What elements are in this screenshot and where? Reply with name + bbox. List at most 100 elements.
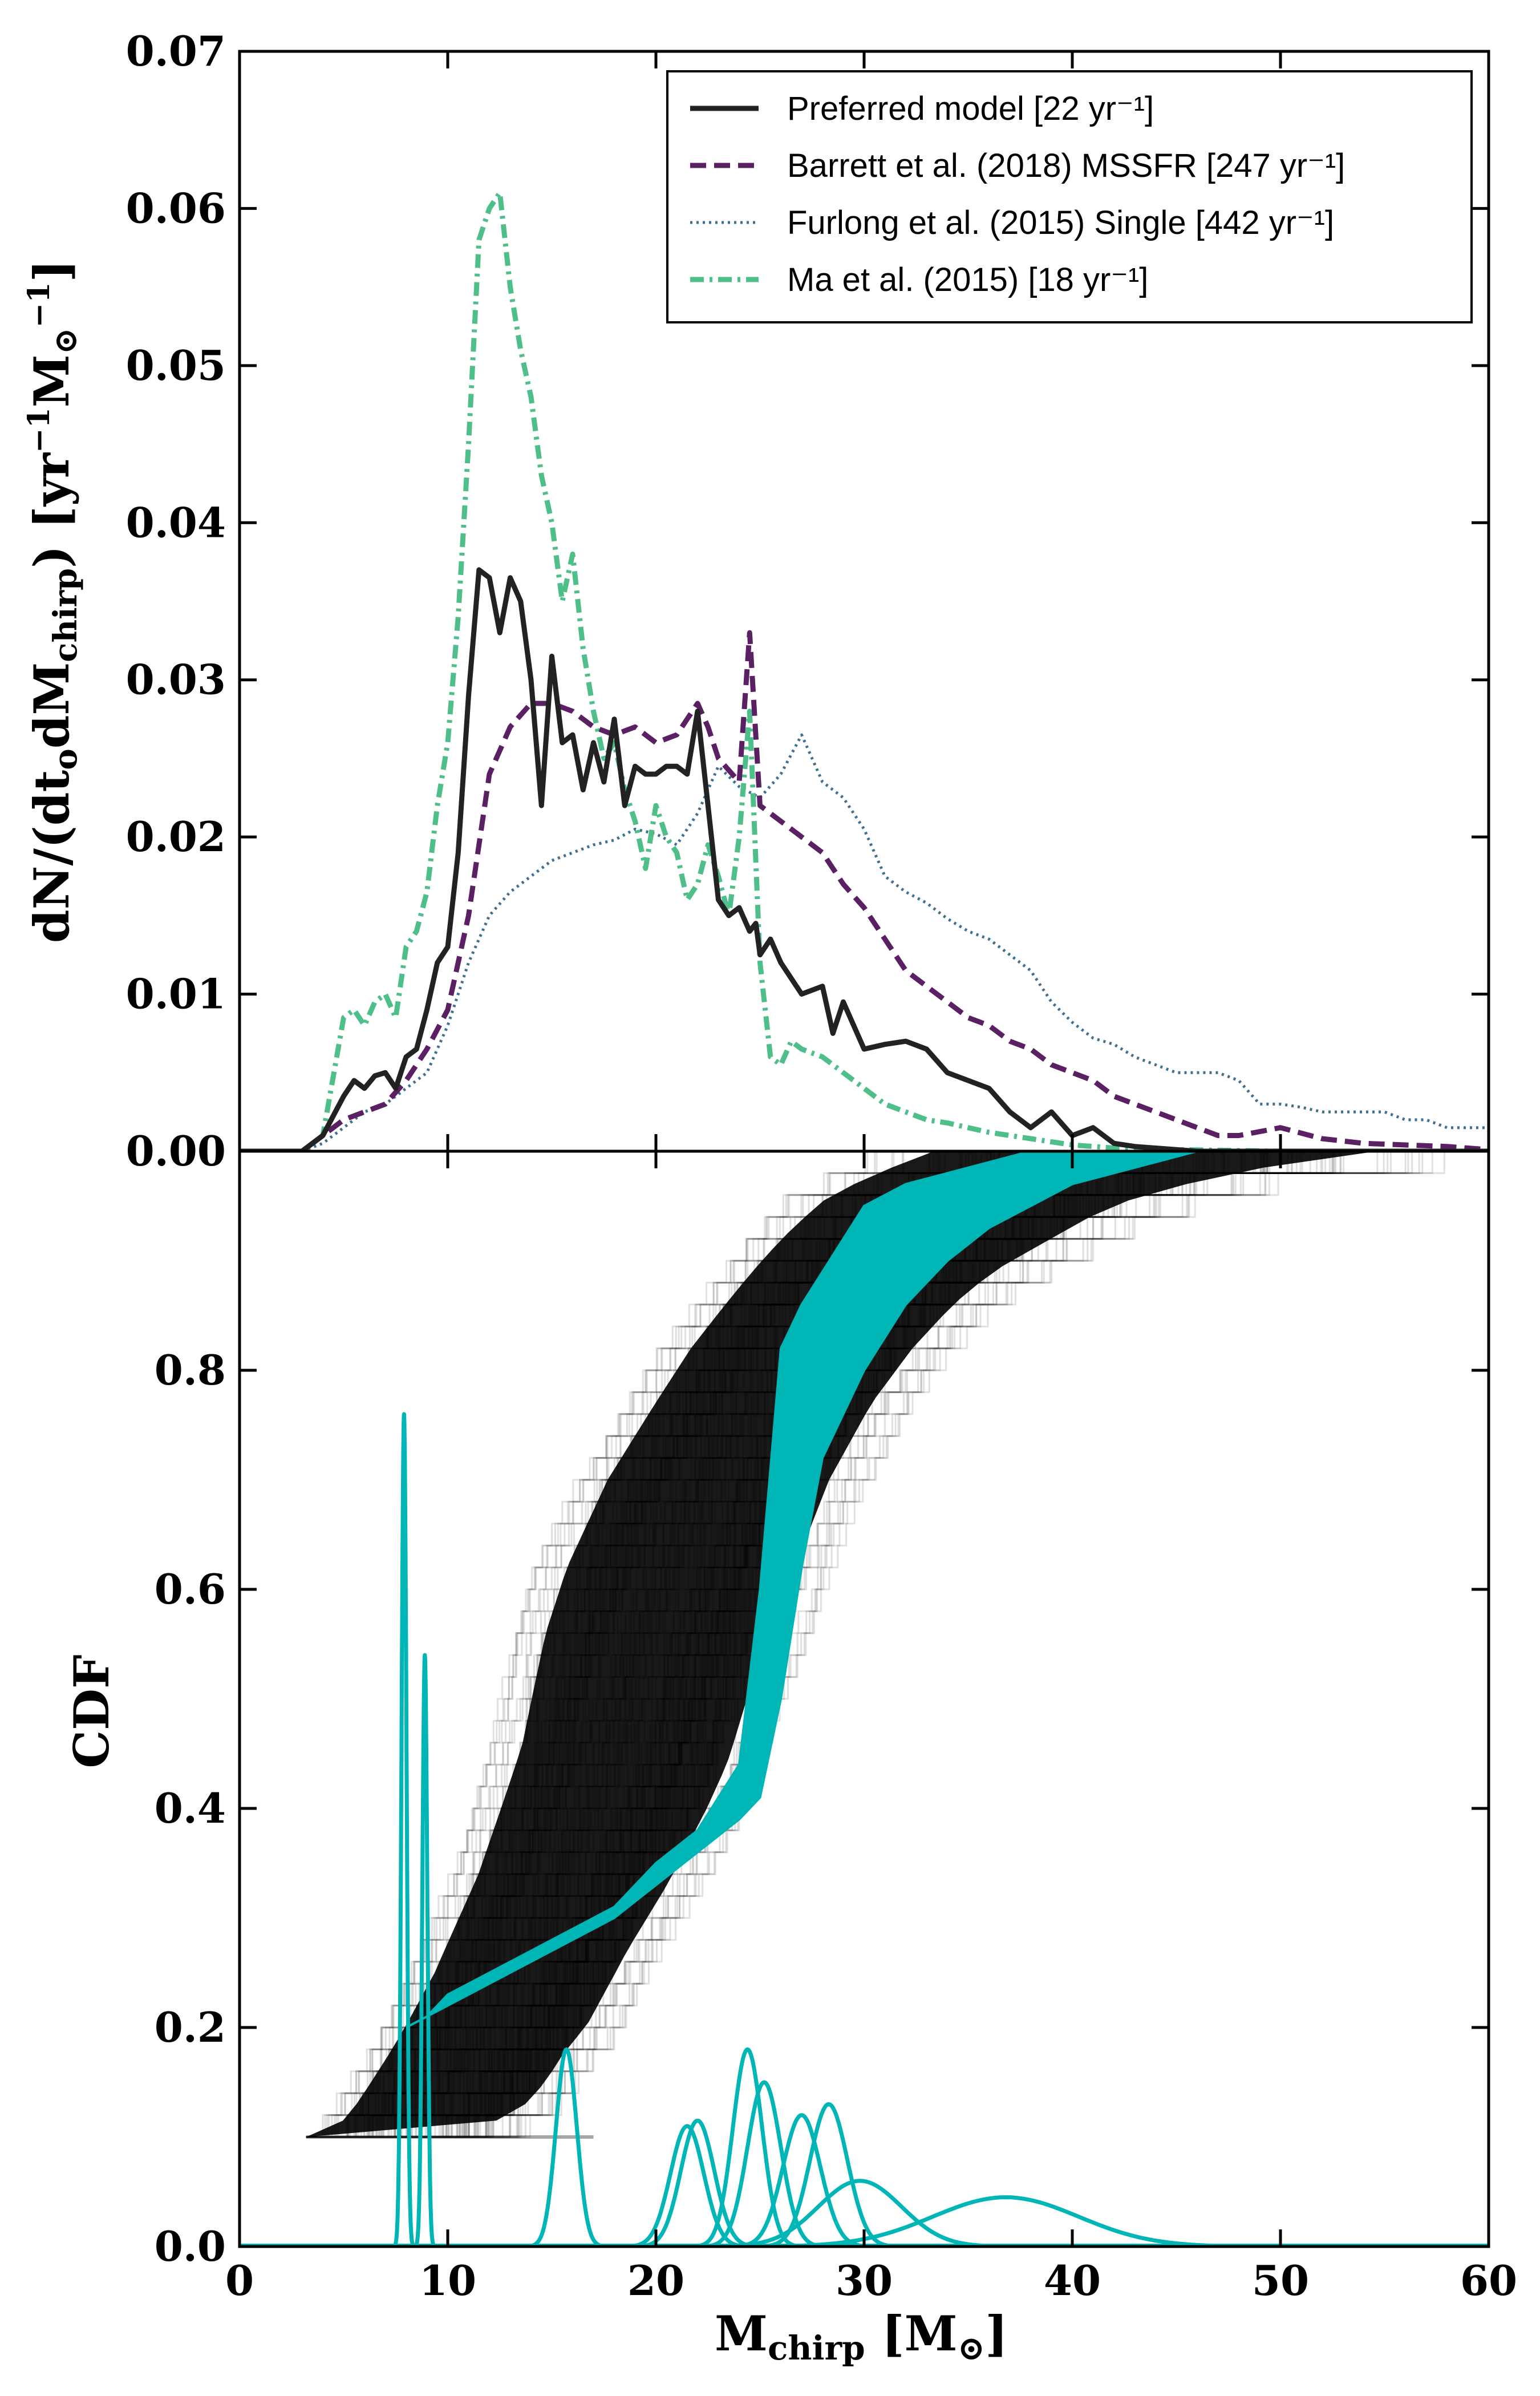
y-tick-label: 0.04 <box>126 498 226 547</box>
x-axis-label: Mchirp [M⊙] <box>715 2305 1008 2367</box>
cdf-y-tick-label: 0.6 <box>155 1565 226 1613</box>
cdf-y-tick-label: 0.0 <box>155 2222 226 2270</box>
black-cdf-curve <box>306 1151 1322 2138</box>
y-tick-label: 0.05 <box>126 341 226 390</box>
black-cdf-curve <box>306 1151 1445 2138</box>
black-cdf-curve <box>306 1151 992 2138</box>
black-cdf-curve <box>306 1151 1337 2138</box>
black-cdf-curve <box>306 1151 977 2138</box>
black-cdf-curve <box>306 1151 1264 2138</box>
black-cdf-curve <box>306 1151 1292 2138</box>
black-cdf-curve <box>306 1151 1433 2138</box>
black-cdf-curve <box>306 1151 1271 2138</box>
x-tick-label: 0 <box>225 2256 254 2305</box>
cdf-y-tick-label: 0.2 <box>155 2003 226 2051</box>
legend: Preferred model [22 yr⁻¹] Barrett et al. … <box>666 70 1473 323</box>
posterior-peak <box>412 1653 438 2247</box>
black-cdf-curve <box>306 1151 939 2138</box>
black-cdf-curve <box>306 1151 1265 2138</box>
black-cdf-curve <box>306 1151 930 2138</box>
black-cdf-curve <box>306 1151 962 2138</box>
black-cdf-curve <box>306 1151 1000 2138</box>
top-y-axis-label: dN/(dtodMchirp) [yr−1M⊙−1] <box>22 260 84 943</box>
legend-label-3: Furlong et al. (2015) Single [442 yr⁻¹] <box>787 204 1334 241</box>
black-cdf-curve <box>306 1151 1331 2138</box>
black-cdf-curve <box>306 1151 876 2138</box>
black-cdf-curve <box>306 1151 988 2138</box>
black-cdf-curve <box>306 1151 967 2138</box>
y-tick-label: 0.01 <box>126 970 226 1018</box>
black-cdf-curve <box>306 1151 1265 2138</box>
x-tick-label: 40 <box>1044 2256 1101 2305</box>
y-tick-label: 0.03 <box>126 655 226 704</box>
black-cdf-curve <box>306 1151 1269 2138</box>
black-cdf-curve <box>306 1151 974 2138</box>
top-series-group <box>240 190 1489 1151</box>
series-line-4 <box>240 190 1489 1151</box>
black-cdf-curve <box>306 1151 931 2138</box>
x-tick-label: 50 <box>1252 2256 1309 2305</box>
black-cdf-curve <box>306 1151 878 2138</box>
x-tick-label: 60 <box>1460 2256 1517 2305</box>
black-cdf-curve <box>306 1151 1334 2138</box>
legend-label-4: Ma et al. (2015) [18 yr⁻¹] <box>787 261 1148 298</box>
black-cdf-curve <box>306 1151 1264 2138</box>
cdf-y-tick-label: 0.4 <box>155 1784 226 1832</box>
x-tick-label: 30 <box>836 2256 893 2305</box>
black-cdf-curve <box>306 1151 946 2138</box>
top-y-ticks: 0.00 0.01 0.02 0.03 0.04 0.05 0.06 0.07 <box>126 27 1490 1175</box>
black-cdf-curve <box>306 1151 1294 2138</box>
series-line-1 <box>240 567 1489 1151</box>
y-tick-label: 0.06 <box>126 184 226 232</box>
x-tick-label: 20 <box>627 2256 684 2305</box>
bottom-series-group <box>240 1151 1489 2247</box>
cdf-y-tick-label: 0.8 <box>155 1346 226 1394</box>
black-cdf-curve <box>306 1151 961 2138</box>
black-cdf-curve <box>306 1151 903 2138</box>
series-line-2 <box>240 630 1489 1151</box>
black-cdf-curve <box>306 1151 1318 2138</box>
legend-box <box>666 70 1473 323</box>
black-cdf-curve <box>306 1151 941 2138</box>
bottom-ticks: 0.0 0.2 0.4 0.6 0.8 0 10 20 30 40 50 60 <box>155 1151 1517 2305</box>
y-tick-label: 0.00 <box>126 1127 226 1175</box>
black-cdf-curve <box>306 1151 1268 2138</box>
black-cdf-curve <box>306 1151 1288 2138</box>
black-cdf-curve <box>306 1151 970 2138</box>
black-cdf-curve <box>306 1151 1342 2138</box>
black-cdf-curve <box>306 1151 1266 2138</box>
black-cdf-curve <box>306 1151 935 2138</box>
series-line-3 <box>240 733 1489 1151</box>
black-cdf-curve <box>306 1151 1268 2138</box>
bottom-panel-cdf: 0.0 0.2 0.4 0.6 0.8 0 10 20 30 40 50 60 CDF Mchirp … <box>63 1150 1517 2367</box>
black-cdf-curve <box>306 1151 1266 2138</box>
black-cdf-curve <box>306 1151 983 2138</box>
black-cdf-curve <box>306 1151 1342 2138</box>
black-cdf-curves <box>306 1151 1445 2139</box>
black-cdf-curve <box>306 1151 1413 2138</box>
y-tick-label: 0.07 <box>126 27 226 75</box>
black-cdf-curve <box>306 1151 1290 2138</box>
black-cdf-curve <box>306 1151 1424 2138</box>
black-cdf-curve <box>306 1151 992 2138</box>
cyan-cdf-band <box>406 1151 1198 2029</box>
black-cdf-curve <box>306 1151 1298 2138</box>
black-cdf-curve <box>306 1151 1333 2138</box>
black-cdf-curve <box>306 1151 1000 2138</box>
legend-label-2: Barrett et al. (2018) MSSFR [247 yr⁻¹] <box>787 147 1345 184</box>
posterior-peak <box>391 1412 418 2247</box>
black-cdf-curve <box>306 1151 1302 2138</box>
black-cdf-curve <box>306 1151 1311 2138</box>
black-cdf-curve <box>306 1151 866 2138</box>
black-cdf-curve <box>306 1151 1323 2138</box>
x-tick-label: 10 <box>419 2256 476 2305</box>
black-cdf-curve <box>306 1151 869 2138</box>
legend-entries: Preferred model [22 yr⁻¹] Barrett et al. … <box>690 90 1345 298</box>
legend-label-1: Preferred model [22 yr⁻¹] <box>787 90 1154 127</box>
black-cdf-curve <box>306 1151 992 2138</box>
bottom-y-axis-label: CDF <box>63 1654 120 1768</box>
y-tick-label: 0.02 <box>126 812 226 861</box>
black-cdf-core <box>306 1151 1377 2137</box>
top-panel-pdf: 0.00 0.01 0.02 0.03 0.04 0.05 0.06 0.07 dN/(dto… <box>22 27 1490 1175</box>
